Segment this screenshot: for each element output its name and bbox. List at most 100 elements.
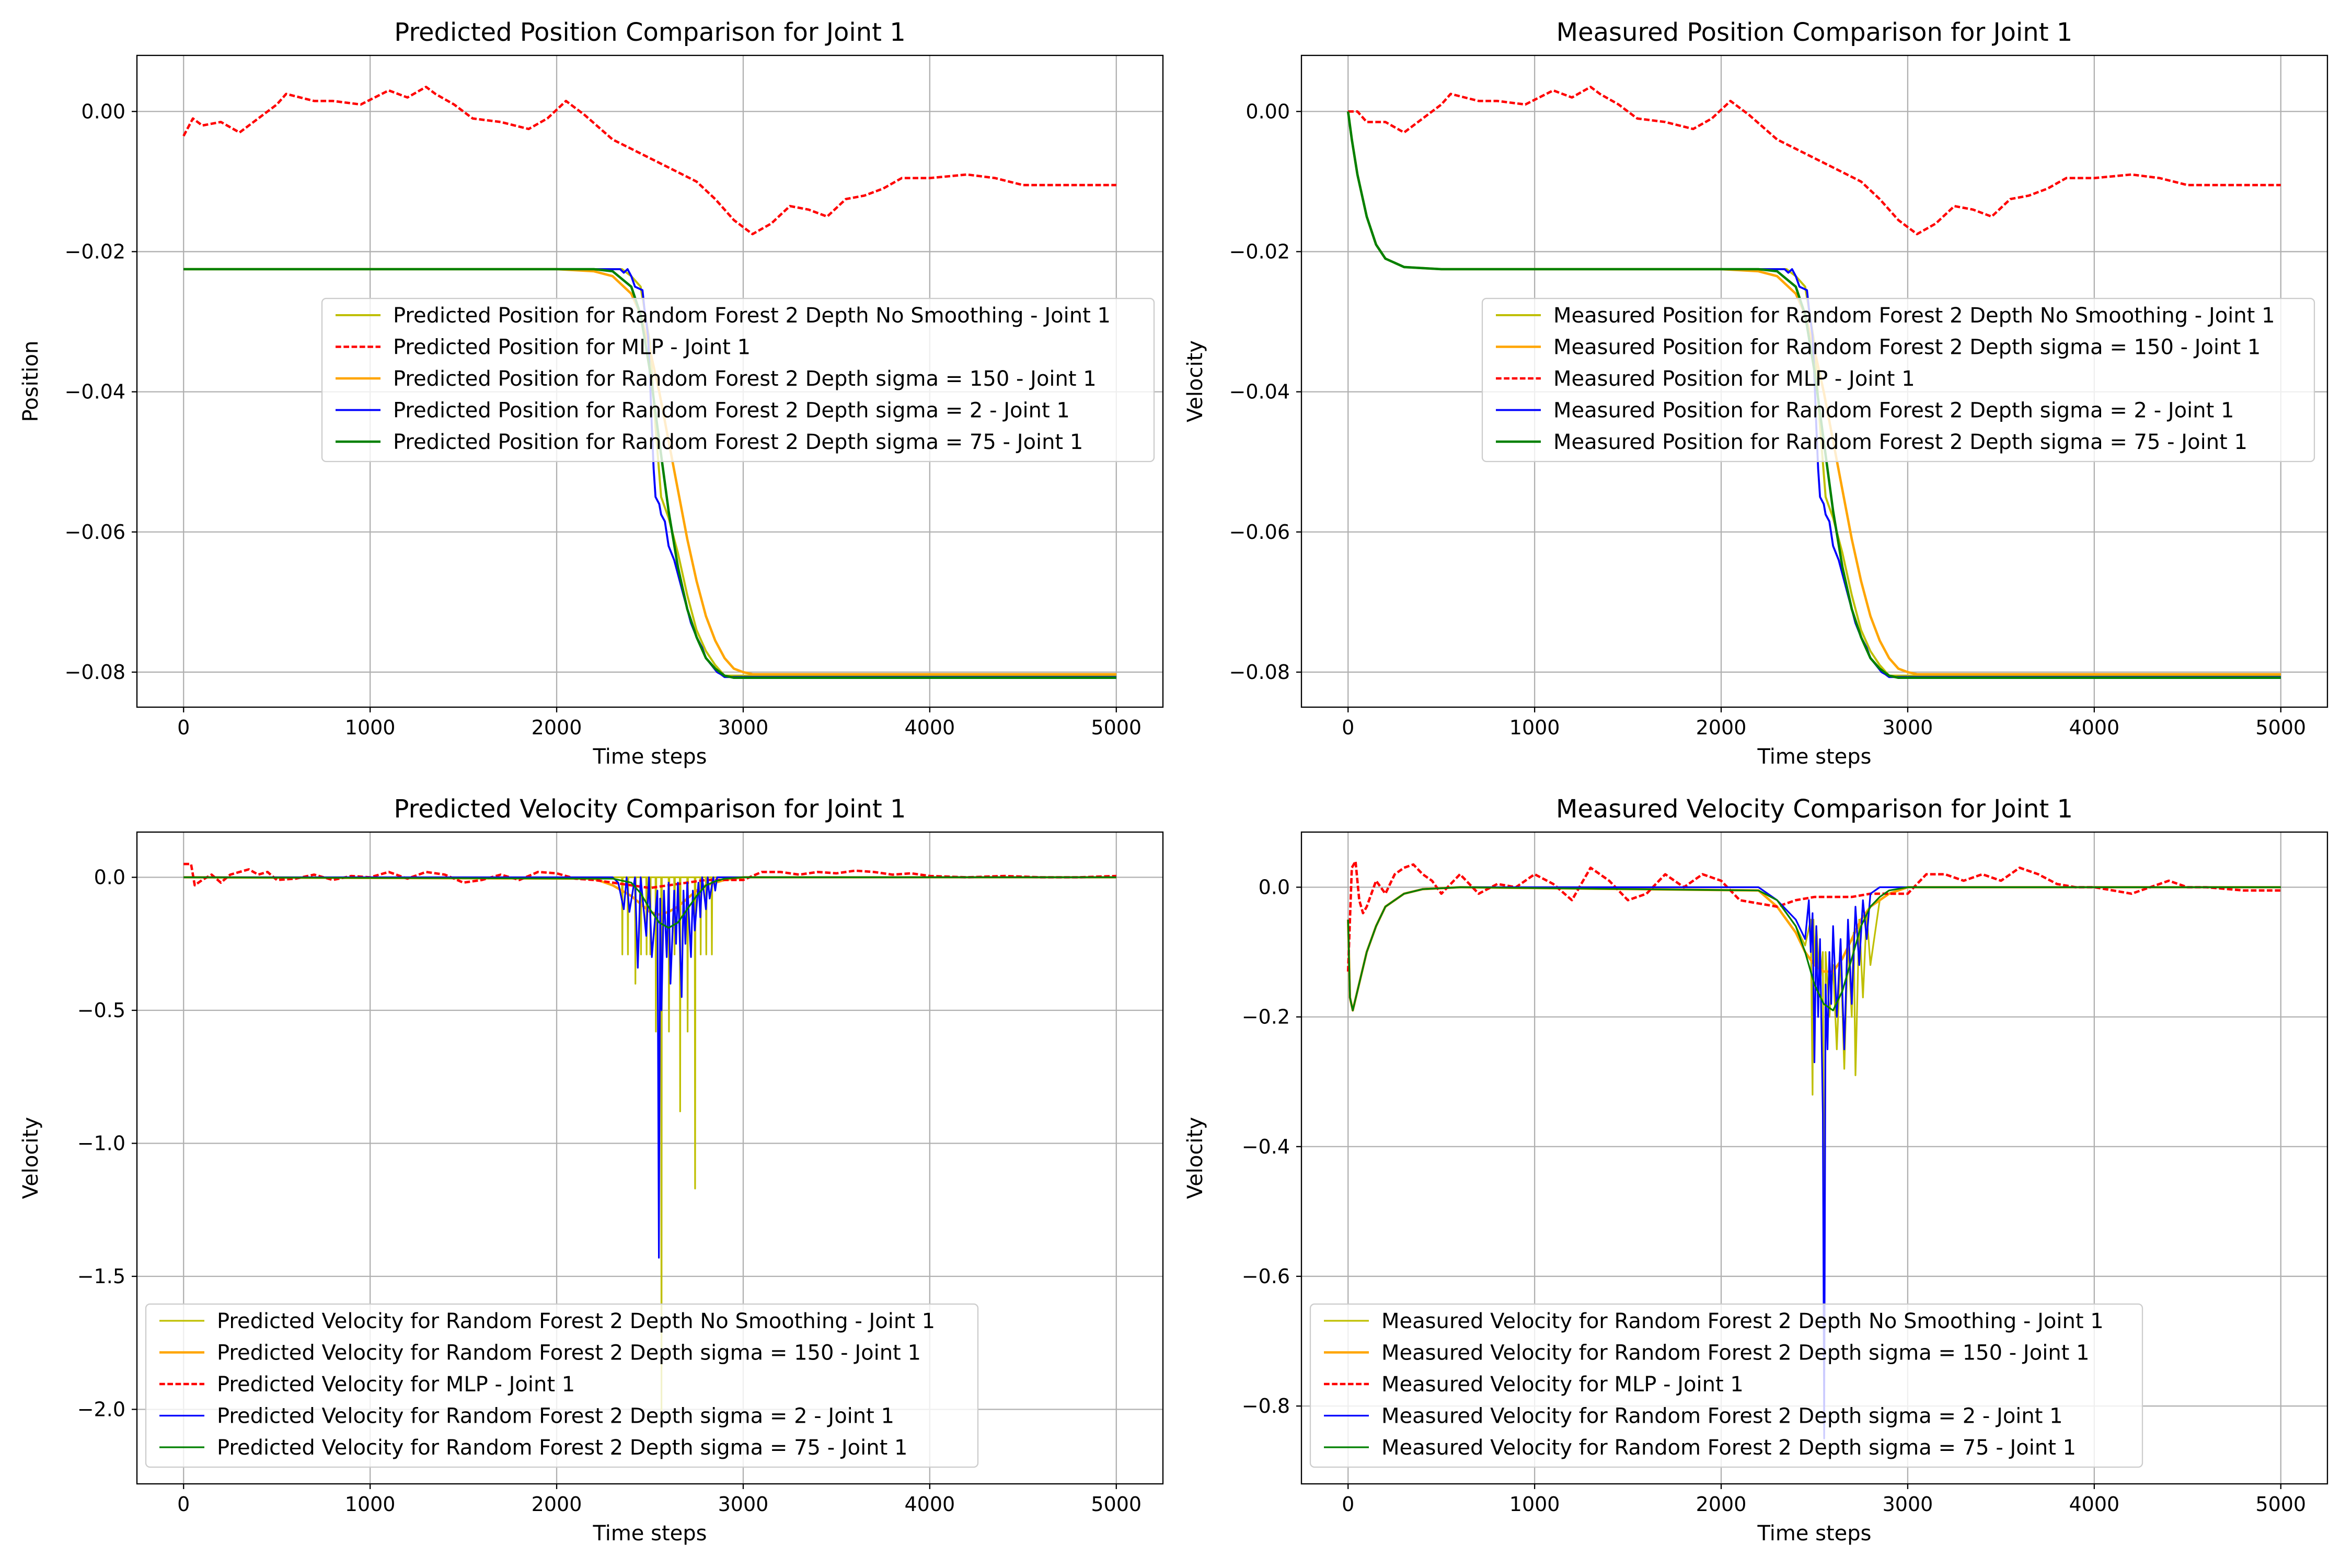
legend-label: Predicted Position for Random Forest 2 D… <box>393 430 1083 454</box>
series-line-3 <box>1346 860 2281 972</box>
x-tick-label: 5000 <box>1091 716 1142 739</box>
series-line-5 <box>183 876 1116 929</box>
legend-box <box>1309 1303 2143 1468</box>
y-tick-label: 0.00 <box>81 100 125 123</box>
legend: Measured Position for Random Forest 2 De… <box>1481 297 2315 463</box>
axes-frame <box>1300 54 2328 708</box>
x-tick-label: 2000 <box>532 1493 582 1516</box>
series-group <box>183 862 1116 1416</box>
y-tick-label: −0.06 <box>65 521 125 544</box>
x-tick-label: 1000 <box>1509 1493 1560 1516</box>
series-line-4 <box>183 876 1116 1259</box>
x-axis-label: Time steps <box>1757 1521 1872 1546</box>
x-tick-label: 0 <box>177 1493 190 1516</box>
legend-label: Predicted Position for Random Forest 2 D… <box>393 367 1097 391</box>
x-axis-label: Time steps <box>593 1521 707 1546</box>
legend-box <box>321 297 1155 463</box>
x-tick-label: 4000 <box>2069 1493 2120 1516</box>
y-tick-label: −0.04 <box>1229 381 1290 403</box>
x-tick-label: 1000 <box>345 1493 396 1516</box>
y-tick-label: −0.2 <box>1242 1006 1290 1029</box>
y-tick-label: −0.08 <box>65 661 125 684</box>
axes-frame <box>136 54 1164 708</box>
chart-title: Measured Position Comparison for Joint 1 <box>1557 18 2073 47</box>
legend: Predicted Velocity for Random Forest 2 D… <box>145 1303 979 1468</box>
legend-label: Measured Velocity for MLP - Joint 1 <box>1381 1373 1744 1397</box>
legend-label: Predicted Position for MLP - Joint 1 <box>393 336 751 360</box>
legend-label: Measured Position for MLP - Joint 1 <box>1553 367 1915 391</box>
x-tick-label: 3000 <box>1883 716 1933 739</box>
legend-label: Predicted Velocity for Random Forest 2 D… <box>217 1436 907 1460</box>
chart-panel-4: 0 1000 2000 3000 4000 5000 0.0 −0.2 −0.4 −0.6 −0.8… <box>1183 794 2328 1546</box>
x-tick-label: 5000 <box>2255 716 2306 739</box>
series-line-5 <box>1347 886 2281 1011</box>
series-line-5 <box>183 268 1116 679</box>
legend-label: Measured Position for Random Forest 2 De… <box>1553 336 2261 360</box>
y-tick-label: −2.0 <box>77 1398 125 1421</box>
legend-label: Measured Velocity for Random Forest 2 De… <box>1381 1341 2090 1365</box>
y-axis-label: Velocity <box>1183 340 1207 422</box>
legend-label: Measured Velocity for Random Forest 2 De… <box>1381 1404 2063 1428</box>
legend-label: Predicted Position for Random Forest 2 D… <box>393 399 1070 423</box>
y-tick-label: −1.5 <box>77 1265 125 1288</box>
series-group <box>182 86 1116 679</box>
series-group <box>1346 860 2281 1439</box>
series-line-1 <box>183 876 1116 1416</box>
legend-label: Measured Velocity for Random Forest 2 De… <box>1381 1309 2104 1333</box>
legend-label: Measured Velocity for Random Forest 2 De… <box>1381 1436 2076 1460</box>
legend-box <box>145 1303 979 1468</box>
y-tick-label: −0.06 <box>1229 521 1290 544</box>
y-tick-label: 0.0 <box>1259 875 1290 898</box>
series-line-3 <box>1348 86 2281 236</box>
y-tick-label: −0.04 <box>65 381 125 403</box>
chart-panel-2: 0 1000 2000 3000 4000 5000 0.00 −0.02 −0.04 −0.06… <box>1183 18 2328 769</box>
legend-label: Measured Position for Random Forest 2 De… <box>1553 430 2247 454</box>
x-axis-label: Time steps <box>593 745 707 769</box>
y-tick-label: −0.8 <box>1242 1394 1290 1417</box>
y-tick-label: −0.02 <box>1229 240 1290 263</box>
chart-title: Predicted Velocity Comparison for Joint … <box>394 794 906 824</box>
chart-panel-3: 0 1000 2000 3000 4000 5000 0.0 −0.5 −1.0 −1.5 −2.0… <box>19 794 1164 1546</box>
x-tick-label: 2000 <box>1696 1493 1747 1516</box>
legend-label: Predicted Velocity for Random Forest 2 D… <box>217 1404 894 1428</box>
legend-label: Measured Position for Random Forest 2 De… <box>1553 304 2275 328</box>
x-tick-label: 5000 <box>1091 1493 1142 1516</box>
y-tick-label: −0.6 <box>1242 1265 1290 1288</box>
legend-label: Predicted Velocity for MLP - Joint 1 <box>217 1373 575 1397</box>
x-tick-label: 2000 <box>1696 716 1747 739</box>
x-tick-label: 3000 <box>718 716 769 739</box>
x-axis-label: Time steps <box>1757 745 1872 769</box>
axes-frame <box>136 831 1164 1485</box>
legend-box <box>1481 297 2315 463</box>
x-tick-label: 0 <box>1342 1493 1354 1516</box>
x-tick-label: 4000 <box>2069 716 2120 739</box>
x-tick-label: 3000 <box>718 1493 769 1516</box>
x-tick-label: 2000 <box>532 716 582 739</box>
chart-title: Measured Velocity Comparison for Joint 1 <box>1556 794 2073 824</box>
series-line-3 <box>183 268 1116 676</box>
y-tick-label: 0.00 <box>1246 100 1290 123</box>
legend-label: Predicted Position for Random Forest 2 D… <box>393 304 1111 328</box>
series-line-2 <box>182 86 1116 236</box>
legend-label: Predicted Velocity for Random Forest 2 D… <box>217 1309 935 1333</box>
y-tick-label: 0.0 <box>94 866 125 889</box>
legend: Predicted Position for Random Forest 2 D… <box>321 297 1155 463</box>
x-tick-label: 1000 <box>1509 716 1560 739</box>
y-tick-label: −0.4 <box>1242 1135 1290 1158</box>
y-tick-label: −1.0 <box>77 1132 125 1155</box>
x-tick-label: 4000 <box>905 1493 955 1516</box>
legend-label: Predicted Velocity for Random Forest 2 D… <box>217 1341 921 1365</box>
series-line-3 <box>183 862 1116 890</box>
y-axis-label: Velocity <box>1183 1117 1207 1199</box>
chart-title: Predicted Position Comparison for Joint … <box>394 18 906 47</box>
chart-panel-1: 0 1000 2000 3000 4000 5000 0.00 −0.02 −0.04 −0.06… <box>19 18 1164 769</box>
y-tick-label: −0.5 <box>77 999 125 1022</box>
axes-frame <box>1300 831 2328 1485</box>
y-tick-label: −0.02 <box>65 240 125 263</box>
legend-label: Measured Position for Random Forest 2 De… <box>1553 399 2234 423</box>
x-tick-label: 4000 <box>905 716 955 739</box>
y-axis-label: Position <box>19 341 43 422</box>
x-tick-label: 3000 <box>1883 1493 1933 1516</box>
x-tick-label: 0 <box>177 716 190 739</box>
